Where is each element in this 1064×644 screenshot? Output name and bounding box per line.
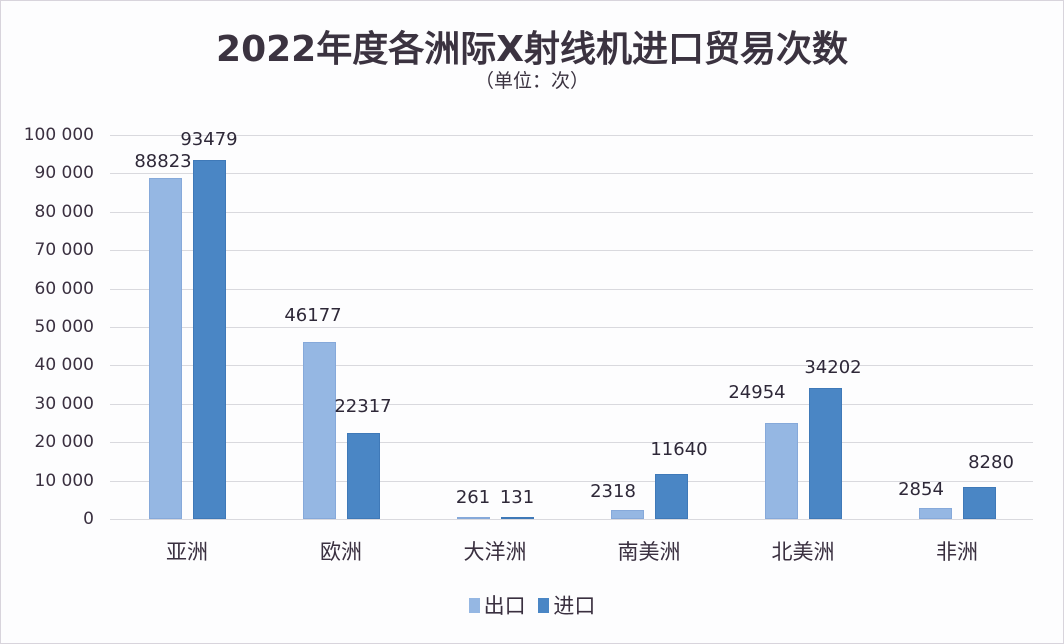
bar-export[interactable] — [149, 178, 182, 519]
gridline — [110, 289, 1033, 290]
data-label-export: 46177 — [284, 305, 342, 326]
x-category-label: 非洲 — [936, 540, 978, 564]
data-label-import: 8280 — [968, 452, 1014, 473]
gridline — [110, 442, 1033, 443]
x-category-label: 大洋洲 — [463, 540, 527, 564]
x-category-label: 亚洲 — [166, 540, 208, 564]
gridline — [110, 135, 1033, 136]
x-category-label: 南美洲 — [617, 540, 681, 564]
gridline — [110, 173, 1033, 174]
bar-export[interactable] — [765, 423, 798, 519]
y-tick-label: 20 000 — [34, 432, 94, 452]
y-tick-label: 0 — [83, 509, 94, 529]
gridline — [110, 404, 1033, 405]
y-tick-label: 40 000 — [34, 355, 94, 375]
gridline — [110, 212, 1033, 213]
data-label-export: 2318 — [590, 481, 636, 502]
x-category-label: 欧洲 — [320, 540, 362, 564]
legend-label-export: 出口 — [483, 594, 526, 618]
data-label-export: 88823 — [134, 151, 192, 172]
gridline — [110, 481, 1033, 482]
y-tick-label: 70 000 — [34, 240, 94, 260]
chart-subtitle: （单位：次） — [474, 70, 589, 92]
gridline — [110, 365, 1033, 366]
bar-import[interactable] — [193, 160, 226, 519]
data-label-import: 11640 — [650, 439, 708, 460]
y-tick-label: 90 000 — [34, 163, 94, 183]
x-category-label: 北美洲 — [771, 540, 835, 564]
y-tick-label: 60 000 — [34, 279, 94, 299]
legend: 出口 进口 — [0, 590, 1064, 620]
bar-export[interactable] — [611, 510, 644, 519]
data-label-import: 131 — [499, 487, 535, 508]
data-label-export: 261 — [455, 487, 491, 508]
data-label-import: 93479 — [180, 129, 238, 150]
bar-import[interactable] — [347, 433, 380, 519]
chart-title: 2022年度各洲际X射线机进口贸易次数 — [216, 29, 848, 70]
bar-export[interactable] — [919, 508, 952, 519]
legend-label-import: 进口 — [553, 594, 596, 618]
data-label-export: 24954 — [728, 382, 786, 403]
bar-import[interactable] — [501, 517, 534, 519]
gridline — [110, 327, 1033, 328]
y-tick-label: 10 000 — [34, 471, 94, 491]
data-label-import: 22317 — [334, 396, 392, 417]
bar-import[interactable] — [655, 474, 688, 519]
bar-import[interactable] — [809, 388, 842, 519]
bar-export[interactable] — [303, 342, 336, 519]
data-label-import: 34202 — [804, 357, 862, 378]
bar-export[interactable] — [457, 517, 490, 519]
legend-item-export[interactable]: 出口 — [468, 590, 526, 620]
y-tick-label: 100 000 — [23, 125, 94, 145]
legend-swatch-import — [538, 597, 550, 613]
legend-item-import[interactable]: 进口 — [538, 590, 595, 620]
y-tick-label: 80 000 — [34, 202, 94, 222]
bar-import[interactable] — [963, 487, 996, 519]
legend-swatch-export — [468, 597, 480, 613]
gridline — [110, 519, 1033, 520]
y-tick-label: 50 000 — [34, 317, 94, 337]
y-tick-label: 30 000 — [34, 394, 94, 414]
data-label-export: 2854 — [898, 479, 944, 500]
gridline — [110, 250, 1033, 251]
